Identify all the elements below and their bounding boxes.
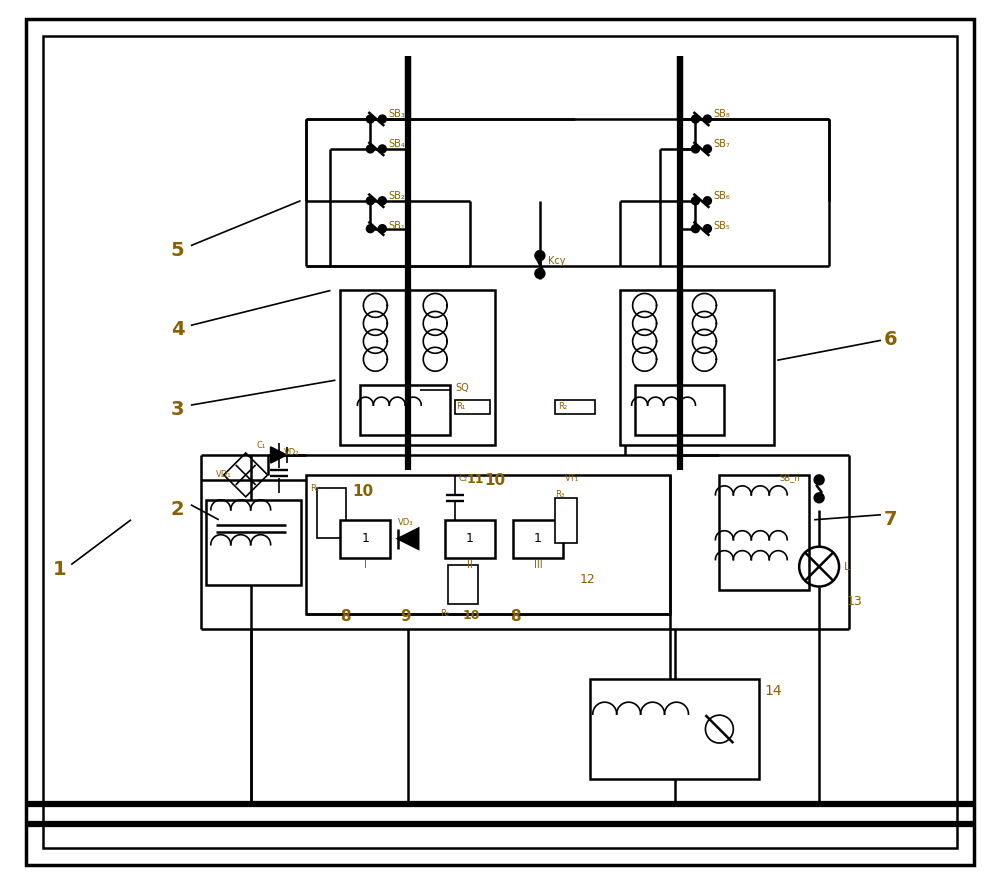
Circle shape: [691, 197, 699, 205]
Text: 8: 8: [510, 609, 521, 624]
Bar: [306, 475, 670, 614]
Circle shape: [691, 225, 699, 232]
Text: 12: 12: [580, 573, 596, 585]
Text: III: III: [534, 560, 542, 569]
Text: SQ: SQ: [455, 383, 469, 393]
Circle shape: [366, 115, 374, 123]
Bar: [635, 385, 724, 435]
Text: SB₃: SB₃: [388, 109, 405, 119]
Text: R₁: R₁: [311, 484, 320, 493]
Text: R₂: R₂: [440, 609, 449, 619]
Text: SB₅: SB₅: [713, 221, 730, 231]
Text: 6: 6: [884, 331, 898, 349]
Text: VD₃: VD₃: [398, 518, 414, 527]
Text: SB_n: SB_n: [779, 473, 800, 482]
Circle shape: [535, 250, 545, 261]
Text: II: II: [467, 560, 473, 569]
Text: SB₆: SB₆: [713, 191, 730, 201]
Circle shape: [703, 197, 711, 205]
Text: C₂: C₂: [458, 474, 467, 483]
Text: R₁: R₁: [456, 402, 465, 411]
Bar: [340, 520, 390, 558]
Circle shape: [366, 145, 374, 153]
Bar: [555, 498, 577, 543]
Text: 5: 5: [171, 240, 185, 260]
Text: 10: 10: [462, 609, 480, 622]
Bar: [206, 499, 301, 584]
Circle shape: [366, 197, 374, 205]
Circle shape: [703, 115, 711, 123]
Text: R₂: R₂: [558, 402, 567, 411]
Text: VD₁: VD₁: [216, 470, 231, 479]
Circle shape: [814, 475, 824, 484]
Bar: [455, 400, 490, 414]
Circle shape: [691, 145, 699, 153]
Bar: [448, 565, 478, 605]
Text: SB₁: SB₁: [388, 221, 405, 231]
Circle shape: [378, 145, 386, 153]
Text: 10: 10: [484, 473, 505, 488]
Bar: [620, 291, 774, 445]
Polygon shape: [271, 447, 287, 463]
Text: SB₈: SB₈: [713, 109, 730, 119]
Circle shape: [366, 225, 374, 232]
Bar: [555, 400, 595, 414]
Text: 13: 13: [847, 595, 863, 607]
Bar: [445, 520, 495, 558]
Text: 2: 2: [171, 499, 185, 519]
Text: 8: 8: [340, 609, 351, 624]
Text: VT₁: VT₁: [565, 474, 579, 483]
Bar: [590, 679, 759, 779]
Text: SB₇: SB₇: [713, 139, 730, 149]
Text: 1: 1: [466, 532, 474, 545]
Text: 1: 1: [534, 532, 542, 545]
Text: 10: 10: [352, 484, 374, 499]
Text: SB₄: SB₄: [388, 139, 405, 149]
Text: C₁: C₁: [257, 441, 266, 450]
Bar: [719, 475, 809, 590]
Text: 14: 14: [764, 684, 782, 698]
Polygon shape: [398, 529, 418, 549]
Bar: [513, 520, 563, 558]
Circle shape: [535, 269, 545, 278]
Text: I: I: [364, 560, 367, 569]
Text: L: L: [844, 561, 850, 572]
Text: 9: 9: [400, 609, 411, 624]
Circle shape: [703, 145, 711, 153]
Circle shape: [691, 115, 699, 123]
Text: 11: 11: [466, 473, 484, 486]
Text: 4: 4: [171, 320, 185, 339]
Bar: [360, 385, 450, 435]
Circle shape: [378, 115, 386, 123]
Text: 1: 1: [53, 560, 67, 579]
Text: R₃: R₃: [555, 490, 564, 499]
Circle shape: [703, 225, 711, 232]
Text: 3: 3: [171, 400, 184, 419]
Bar: [317, 488, 346, 537]
Text: SB₂: SB₂: [388, 191, 405, 201]
Text: 7: 7: [884, 510, 897, 529]
Circle shape: [378, 197, 386, 205]
Circle shape: [378, 225, 386, 232]
Circle shape: [814, 493, 824, 503]
Bar: [340, 291, 495, 445]
Text: 1: 1: [361, 532, 369, 545]
Text: Kcy: Kcy: [548, 255, 565, 265]
Text: VD₂: VD₂: [284, 448, 299, 457]
